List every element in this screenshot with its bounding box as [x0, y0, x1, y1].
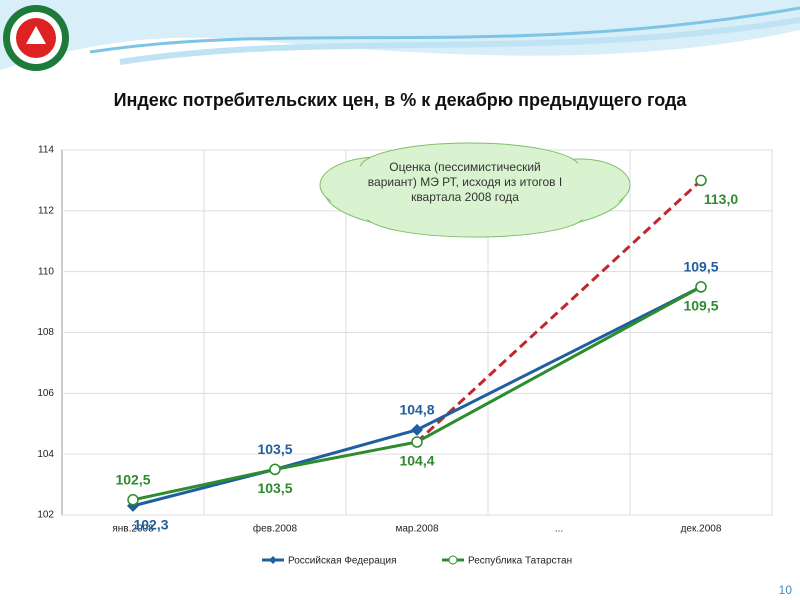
data-label: 102,5 [115, 471, 150, 487]
annotation-cloud [319, 142, 631, 238]
annotation-box: Оценка (пессимистический вариант) МЭ РТ,… [367, 160, 563, 204]
x-tick-label: фев.2008 [253, 523, 298, 535]
data-label: 109,5 [683, 259, 718, 275]
data-label: 104,4 [399, 453, 434, 469]
logo [3, 5, 69, 71]
point [411, 423, 423, 436]
data-label: 104,8 [399, 402, 434, 418]
data-label: 113,0 [704, 191, 738, 207]
header-band [0, 0, 800, 70]
y-tick-label: 102 [37, 510, 54, 521]
point [127, 494, 139, 506]
point [411, 436, 423, 448]
forecast-line [415, 179, 703, 444]
forecast-point [695, 174, 707, 187]
y-tick-label: 112 [38, 205, 54, 216]
x-tick-label: мар.2008 [395, 524, 438, 535]
y-tick-label: 104 [37, 449, 54, 460]
series-line [132, 285, 702, 502]
data-label: 102,3 [133, 517, 168, 533]
y-tick-label: 110 [38, 266, 54, 277]
legend-label: Республика Татарстан [468, 555, 572, 567]
annotation: Оценка (пессимистический вариант) МЭ РТ,… [367, 160, 563, 204]
x-tick-label: янв.2008 [112, 524, 154, 535]
header-swoosh [89, 6, 800, 54]
y-tick-label: 108 [37, 327, 54, 338]
series-line [132, 285, 702, 508]
data-label: 103,5 [257, 441, 292, 457]
legend-label: Российская Федерация [288, 556, 397, 567]
data-label: 103,5 [257, 480, 292, 496]
data-label: 109,5 [683, 298, 718, 314]
point [695, 281, 707, 293]
legend-marker [448, 555, 458, 565]
x-tick-label: ... [555, 524, 563, 535]
y-tick-label: 106 [37, 388, 54, 399]
x-tick-label: дек.2008 [681, 524, 722, 535]
legend-marker [269, 556, 277, 564]
header-swoosh [119, 17, 800, 65]
y-tick-label: 114 [38, 145, 54, 156]
page-number: 10 [779, 583, 793, 597]
chart-title: Индекс потребительских цен, в % к декабр… [114, 90, 688, 110]
point [269, 463, 281, 476]
